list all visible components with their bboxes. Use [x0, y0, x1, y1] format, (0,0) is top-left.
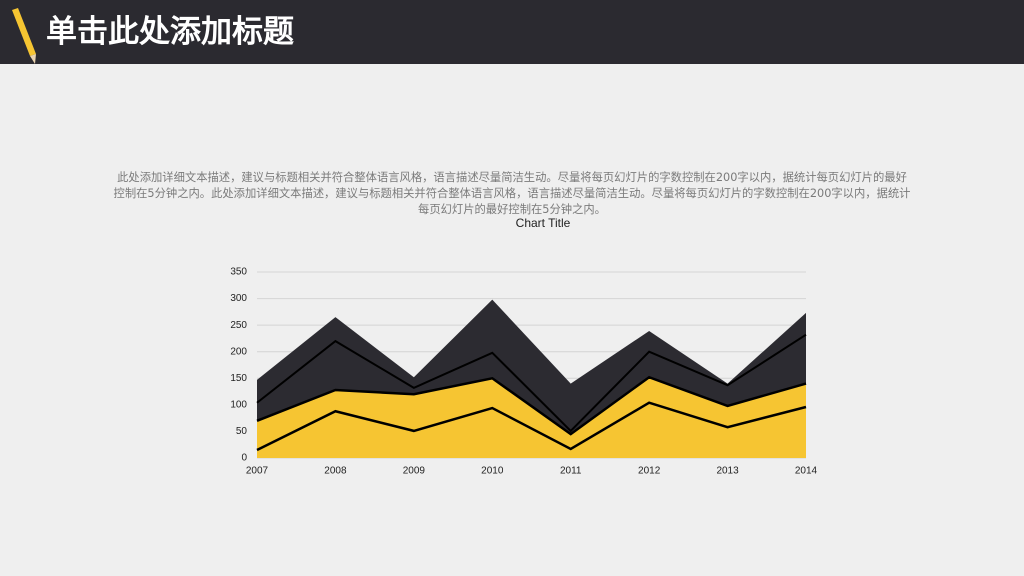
x-tick-label: 2010	[481, 466, 504, 477]
y-tick-label: 350	[230, 267, 247, 278]
y-tick-label: 100	[230, 399, 247, 410]
header-bar	[0, 0, 1024, 64]
area	[257, 299, 806, 431]
x-tick-label: 2007	[246, 466, 269, 477]
y-tick-label: 150	[230, 373, 247, 384]
y-tick-label: 250	[230, 320, 247, 331]
description: 此处添加详细文本描述，建议与标题相关并符合整体语言风格，语言描述尽量简洁生动。尽…	[113, 171, 911, 216]
area	[257, 334, 806, 435]
pencil-icon	[12, 8, 36, 64]
boundary-line	[256, 375, 807, 436]
x-tick-label: 2012	[638, 466, 661, 477]
y-tick-label: 50	[236, 426, 248, 437]
x-tick-label: 2014	[795, 466, 818, 477]
pencil-tip	[30, 54, 36, 64]
chart-title: Chart Title	[516, 216, 571, 230]
x-tick-label: 2011	[560, 466, 582, 477]
y-tick-label: 300	[230, 293, 247, 304]
x-tick-label: 2013	[716, 466, 739, 477]
area	[257, 377, 806, 451]
y-tick-label: 200	[230, 346, 247, 357]
x-tick-label: 2009	[403, 466, 426, 477]
pencil-body	[12, 8, 36, 56]
y-tick-label: 0	[241, 453, 247, 464]
area	[257, 402, 806, 458]
boundary-line	[256, 401, 807, 452]
boundary-line	[256, 333, 807, 433]
x-tick-label: 2008	[324, 466, 347, 477]
slide-title: 单击此处添加标题	[46, 14, 294, 50]
